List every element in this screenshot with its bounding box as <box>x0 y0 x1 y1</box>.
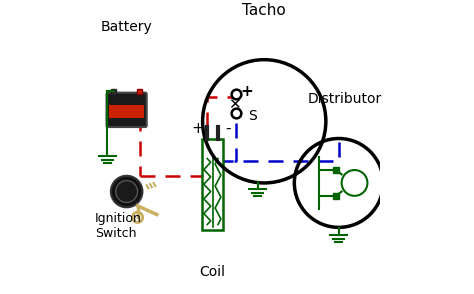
Text: ✕: ✕ <box>228 97 241 112</box>
Text: Coil: Coil <box>200 265 226 279</box>
Bar <box>111 89 116 94</box>
Text: Tacho: Tacho <box>242 3 286 18</box>
Text: Distributor: Distributor <box>307 91 382 106</box>
Text: -: - <box>225 121 230 136</box>
Text: +: + <box>241 84 254 99</box>
Circle shape <box>111 176 142 207</box>
Text: +: + <box>191 121 204 136</box>
FancyBboxPatch shape <box>109 105 144 118</box>
Bar <box>137 89 142 94</box>
Text: Ignition
Switch: Ignition Switch <box>95 212 142 240</box>
FancyBboxPatch shape <box>107 93 146 127</box>
Circle shape <box>116 181 137 203</box>
FancyBboxPatch shape <box>202 138 223 230</box>
Text: S: S <box>248 109 257 123</box>
Text: Battery: Battery <box>101 20 153 34</box>
